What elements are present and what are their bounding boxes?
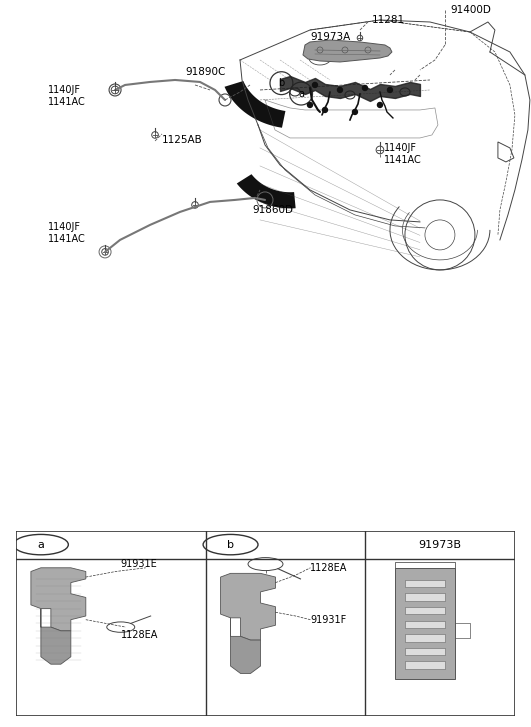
Bar [405, 634, 445, 642]
Text: 11281: 11281 [372, 15, 405, 25]
Bar [405, 580, 445, 587]
Text: 1141AC: 1141AC [48, 234, 86, 244]
Text: 1140JF: 1140JF [48, 222, 81, 232]
Circle shape [338, 87, 342, 92]
Circle shape [363, 86, 367, 90]
Text: 1128EA: 1128EA [121, 630, 158, 640]
Bar [395, 568, 455, 679]
Polygon shape [303, 40, 392, 62]
Bar [405, 621, 445, 628]
Circle shape [353, 110, 357, 114]
Text: 1141AC: 1141AC [48, 97, 86, 107]
Circle shape [378, 103, 382, 108]
Bar [405, 593, 445, 601]
Polygon shape [31, 568, 86, 631]
Text: 91973A: 91973A [310, 32, 350, 42]
Polygon shape [230, 618, 261, 673]
Text: 1140JF: 1140JF [48, 85, 81, 95]
Text: a: a [38, 539, 44, 550]
Text: 1141AC: 1141AC [384, 155, 422, 165]
Text: a: a [298, 89, 304, 99]
Text: 91890C: 91890C [185, 67, 225, 77]
Text: 91860D: 91860D [252, 205, 293, 215]
Polygon shape [41, 608, 71, 664]
Text: 91973B: 91973B [419, 539, 461, 550]
Polygon shape [237, 174, 296, 209]
Text: b: b [227, 539, 234, 550]
Text: 91400D: 91400D [450, 5, 491, 15]
Circle shape [322, 108, 328, 113]
Bar [405, 607, 445, 614]
Text: 1140JF: 1140JF [384, 143, 417, 153]
Polygon shape [225, 81, 286, 128]
Text: 1128EA: 1128EA [311, 563, 348, 573]
Text: 1125AB: 1125AB [162, 135, 203, 145]
Text: b: b [278, 79, 285, 88]
Circle shape [312, 82, 318, 87]
Text: 91931F: 91931F [311, 615, 347, 624]
Bar [405, 662, 445, 669]
Bar [405, 648, 445, 655]
Circle shape [307, 103, 312, 108]
Text: 91931E: 91931E [121, 559, 158, 569]
Polygon shape [220, 574, 276, 640]
Circle shape [388, 87, 392, 92]
